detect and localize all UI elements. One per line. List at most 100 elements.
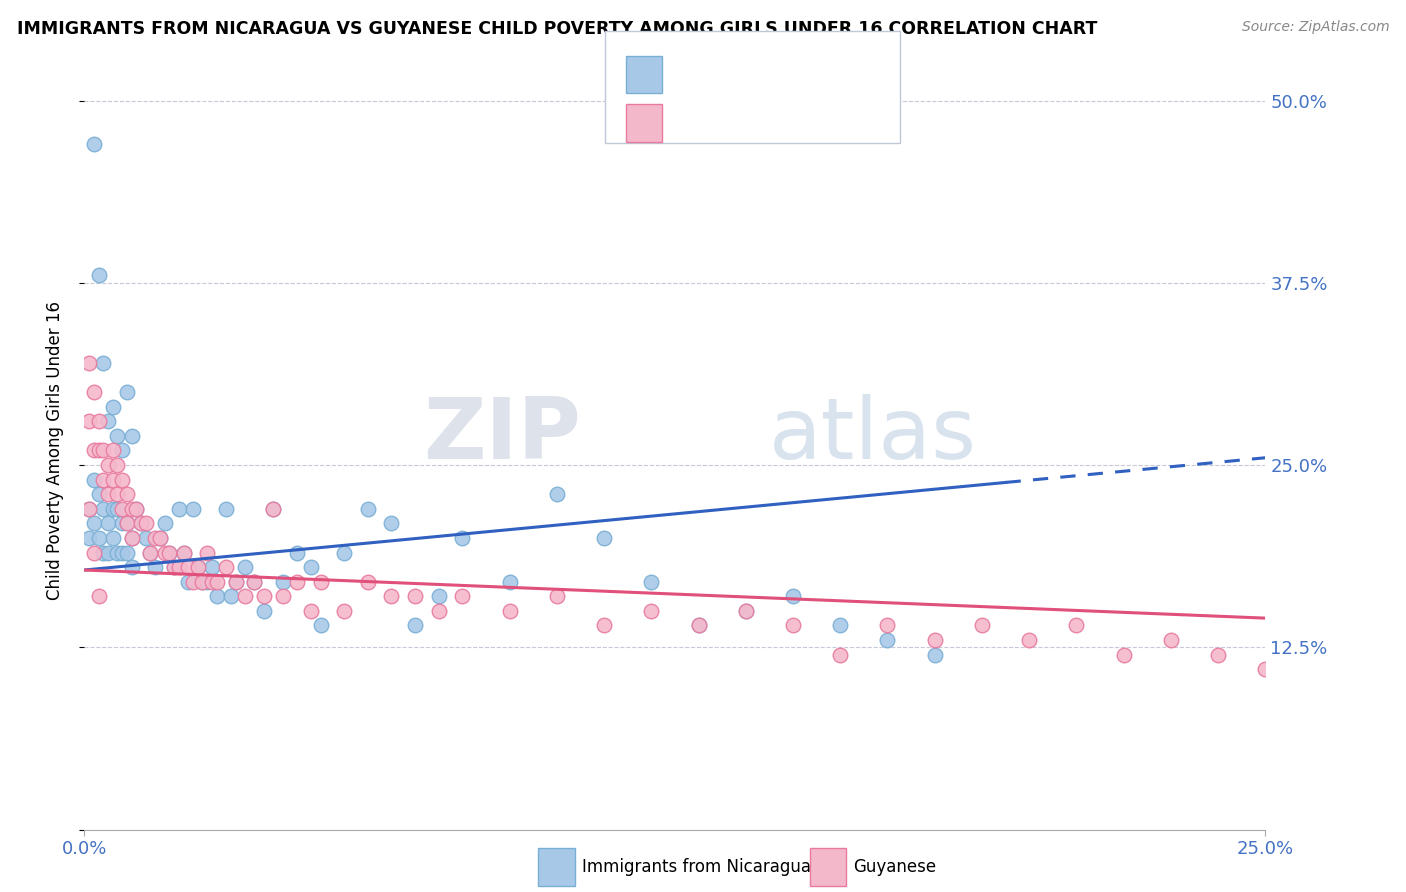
Point [97, 516, 120, 531]
Point [97, 487, 120, 501]
Point [191, 574, 214, 589]
Point [91, 443, 114, 458]
Point [143, 531, 166, 545]
Point [380, 589, 402, 603]
Point [135, 516, 157, 531]
Point [640, 604, 662, 618]
Point [924, 633, 946, 648]
Point [97, 545, 120, 559]
Point [404, 618, 426, 632]
Point [380, 516, 402, 531]
Point [688, 618, 710, 632]
Point [83, 137, 105, 152]
Point [181, 574, 204, 589]
Point [243, 574, 266, 589]
Point [87, 443, 110, 458]
Point [219, 589, 242, 603]
Text: N =: N = [766, 114, 818, 132]
Point [243, 574, 266, 589]
Text: Guyanese: Guyanese [853, 858, 936, 876]
Point [111, 473, 134, 487]
Point [107, 545, 129, 559]
Point [143, 560, 166, 574]
Point [427, 589, 450, 603]
Point [782, 618, 804, 632]
Point [87, 268, 110, 283]
Point [77, 501, 100, 516]
Y-axis label: Child Poverty Among Girls Under 16: Child Poverty Among Girls Under 16 [45, 301, 63, 600]
Point [115, 516, 138, 531]
Point [285, 574, 308, 589]
Point [498, 574, 520, 589]
Point [187, 560, 209, 574]
Point [101, 501, 124, 516]
Point [167, 560, 190, 574]
Point [157, 545, 180, 559]
Point [451, 531, 474, 545]
Text: -0.107: -0.107 [713, 114, 778, 132]
Point [91, 473, 114, 487]
Point [215, 501, 238, 516]
Point [101, 443, 124, 458]
Point [111, 516, 134, 531]
Point [830, 618, 852, 632]
Point [191, 574, 214, 589]
Point [83, 443, 105, 458]
Point [299, 604, 322, 618]
Point [107, 429, 129, 443]
Point [177, 560, 200, 574]
Point [125, 501, 148, 516]
Point [135, 531, 157, 545]
Point [333, 545, 356, 559]
Point [205, 574, 228, 589]
Point [734, 604, 756, 618]
Point [107, 487, 129, 501]
Point [139, 545, 162, 559]
Point [101, 400, 124, 414]
Point [309, 618, 332, 632]
Point [83, 473, 105, 487]
Point [129, 516, 152, 531]
Point [734, 604, 756, 618]
Point [115, 516, 138, 531]
Point [181, 501, 204, 516]
Point [163, 560, 186, 574]
Point [546, 589, 568, 603]
Point [97, 458, 120, 472]
Text: 0.110: 0.110 [713, 66, 769, 84]
Point [107, 501, 129, 516]
Point [271, 589, 294, 603]
Point [157, 545, 180, 559]
Point [129, 516, 152, 531]
Point [149, 531, 172, 545]
Point [173, 545, 195, 559]
Text: Source: ZipAtlas.com: Source: ZipAtlas.com [1241, 20, 1389, 34]
Point [782, 589, 804, 603]
Point [253, 604, 276, 618]
Point [77, 531, 100, 545]
Point [640, 574, 662, 589]
Point [201, 560, 224, 574]
Point [167, 501, 190, 516]
Point [1112, 648, 1135, 662]
Point [593, 531, 616, 545]
Point [91, 501, 114, 516]
Point [205, 589, 228, 603]
Point [107, 458, 129, 472]
Point [451, 589, 474, 603]
Point [91, 356, 114, 370]
Point [427, 604, 450, 618]
Point [77, 414, 100, 428]
Point [87, 487, 110, 501]
Point [333, 604, 356, 618]
Point [970, 618, 993, 632]
Point [173, 545, 195, 559]
Text: N =: N = [766, 66, 818, 84]
Point [830, 648, 852, 662]
Point [163, 560, 186, 574]
Point [1206, 648, 1229, 662]
Point [262, 501, 284, 516]
Point [83, 545, 105, 559]
Point [876, 618, 898, 632]
Point [121, 531, 143, 545]
